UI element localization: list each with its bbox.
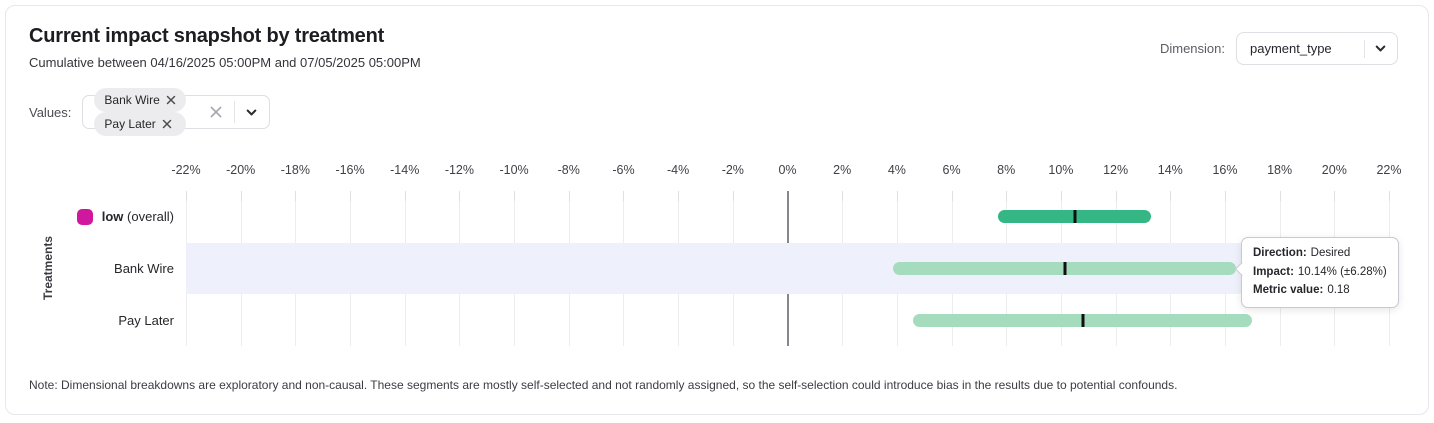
axis-tick-label: -2%: [721, 163, 744, 177]
axis-tick-label: -14%: [390, 163, 420, 177]
select-divider: [1364, 39, 1365, 58]
row-label-text: Pay Later: [118, 312, 174, 328]
axis-tick-label: 0%: [778, 163, 797, 177]
axis-tick-label: 16%: [1212, 163, 1238, 177]
axis-tick-label: 22%: [1376, 163, 1402, 177]
select-divider: [233, 101, 235, 123]
impact-point-marker: [1063, 262, 1067, 275]
axis-tick-label: 2%: [833, 163, 852, 177]
tooltip-metric-line: Metric value: 0.18: [1253, 284, 1350, 296]
filter-chip-label: Bank Wire: [104, 93, 160, 107]
row-label: Bank Wire: [6, 243, 174, 295]
values-multiselect[interactable]: Bank Wire Pay Later: [82, 88, 270, 136]
axis-tick-label: 12%: [1103, 163, 1129, 177]
remove-chip-icon[interactable]: [162, 119, 172, 129]
axis-tick-label: 14%: [1157, 163, 1183, 177]
footnote: Note: Dimensional breakdowns are explora…: [29, 378, 1178, 392]
dimension-select[interactable]: payment_type: [1236, 32, 1398, 65]
axis-tick-label: -16%: [335, 163, 365, 177]
values-filter-row: Values: Bank Wire Pay Later: [29, 88, 270, 136]
chart-plot-area: [186, 191, 1390, 346]
row-labels: low (overall) Bank Wire Pay Later: [6, 191, 174, 346]
remove-chip-icon[interactable]: [166, 95, 176, 105]
row-label: Pay Later: [6, 294, 174, 346]
clear-all-icon[interactable]: [208, 104, 224, 120]
tooltip-impact-line: Impact: 10.14% (±6.28%): [1253, 265, 1387, 278]
axis-tick-label: -8%: [557, 163, 580, 177]
axis-tick-label: -6%: [612, 163, 635, 177]
filter-chip[interactable]: Pay Later: [94, 112, 186, 136]
impact-point-marker: [1073, 210, 1077, 224]
legend-swatch: [76, 208, 93, 225]
axis-tick-label: 20%: [1321, 163, 1347, 177]
impact-snapshot-card: Current impact snapshot by treatment Cum…: [5, 5, 1429, 415]
axis-tick-label: 10%: [1048, 163, 1074, 177]
axis-tick-label: 8%: [997, 163, 1016, 177]
bar-tooltip: Direction: Desired Impact: 10.14% (±6.28%)…: [1241, 237, 1399, 308]
row-label-text: Bank Wire: [114, 260, 174, 276]
dimension-control: Dimension: payment_type: [1160, 32, 1398, 65]
filter-chip[interactable]: Bank Wire: [94, 88, 186, 112]
card-header: Current impact snapshot by treatment Cum…: [29, 25, 421, 70]
impact-point-marker: [1081, 313, 1085, 327]
axis-tick-label: 4%: [887, 163, 906, 177]
axis-tick-label: 6%: [942, 163, 961, 177]
y-axis-title: Treatments: [41, 235, 55, 301]
dimension-label: Dimension:: [1159, 41, 1225, 56]
x-axis-labels: -22% -20% -18% -16% -14% -12% -10% -8% -6% -4% -2%…: [171, 163, 1401, 179]
axis-tick-label: -12%: [444, 163, 474, 177]
tooltip-direction-line: Direction: Desired: [1253, 247, 1351, 259]
axis-tick-label: -10%: [499, 163, 529, 177]
row-label-text: low (overall): [101, 209, 174, 225]
axis-tick-label: 18%: [1267, 163, 1293, 177]
date-range-subtitle: Cumulative between 04/16/2025 05:00PM an…: [29, 55, 421, 70]
chevron-down-icon[interactable]: [245, 106, 258, 119]
page-title: Current impact snapshot by treatment: [29, 25, 385, 47]
axis-tick-label: -4%: [667, 163, 690, 177]
chevron-down-icon: [1374, 42, 1387, 55]
row-label: low (overall): [6, 191, 174, 243]
axis-tick-label: -18%: [280, 163, 310, 177]
values-label: Values:: [29, 104, 72, 120]
dimension-selected-value: payment_type: [1250, 41, 1332, 56]
filter-chip-label: Pay Later: [104, 117, 156, 131]
axis-tick-label: -20%: [226, 163, 256, 177]
axis-tick-label: -22%: [171, 163, 201, 177]
